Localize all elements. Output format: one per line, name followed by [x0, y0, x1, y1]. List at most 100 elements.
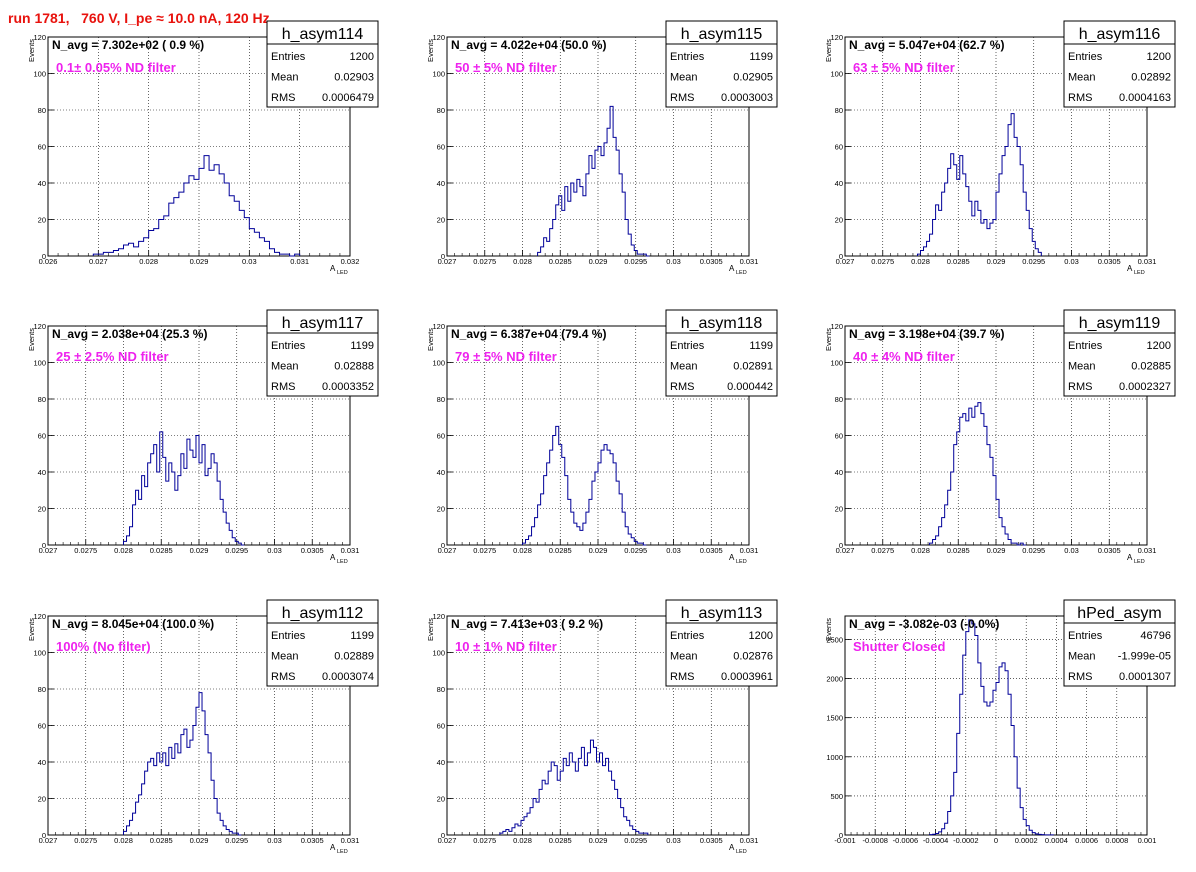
y-tick-label: 100 — [33, 649, 46, 658]
x-tick-label: 0.0305 — [1098, 546, 1121, 555]
histogram-panel-h_asym112: 0.027 0.0275 0.028 0.0285 0.029 0.0295 0.03 0.0… — [27, 599, 379, 855]
y-tick-label: 20 — [38, 216, 46, 225]
y-tick-label: 80 — [38, 685, 46, 694]
x-tick-label: 0.0285 — [150, 546, 173, 555]
y-tick-label: 40 — [437, 179, 445, 188]
x-tick-label: -0.001 — [834, 836, 855, 845]
stats-value: 0.0001307 — [1119, 671, 1171, 683]
y-tick-label: 60 — [835, 432, 843, 441]
y-tick-label: 40 — [38, 758, 46, 767]
x-tick-label: 0.0295 — [1022, 257, 1045, 266]
x-tick-label: 0.029 — [987, 257, 1006, 266]
x-tick-label: 0.0305 — [700, 836, 723, 845]
x-tick-label: 0.0285 — [947, 546, 970, 555]
x-tick-label: 0.03 — [666, 546, 681, 555]
x-tick-label: 0 — [994, 836, 998, 845]
x-tick-label: 0.027 — [836, 546, 855, 555]
y-tick-label: 80 — [437, 395, 445, 404]
y-tick-label: 0 — [42, 541, 46, 550]
stats-label: Mean — [1068, 72, 1096, 84]
stats-value: 0.0006479 — [322, 92, 374, 104]
x-tick-label: 0.027 — [836, 257, 855, 266]
x-tick-label: 0.0002 — [1015, 836, 1038, 845]
stats-label: Mean — [271, 651, 299, 663]
stats-title: h_asym118 — [681, 315, 763, 332]
y-axis-label: Events — [426, 618, 435, 641]
x-axis-label: A — [330, 264, 336, 273]
filter-annotation: 50 ± 5% ND filter — [455, 60, 557, 75]
x-tick-label: 0.029 — [190, 257, 209, 266]
x-tick-label: -0.0008 — [862, 836, 887, 845]
stats-value: 0.02885 — [1131, 361, 1171, 373]
stats-box — [266, 599, 379, 687]
stats-value: 1200 — [1147, 340, 1171, 352]
y-tick-label: 2500 — [826, 635, 843, 644]
stats-label: Mean — [670, 651, 698, 663]
page-title: run 1781, 760 V, I_pe ≈ 10.0 nA, 120 Hz — [8, 10, 270, 26]
x-axis-label-sub: LED — [337, 559, 348, 565]
x-tick-label: 0.029 — [589, 257, 608, 266]
x-tick-label: 0.028 — [911, 257, 930, 266]
x-axis-label-sub: LED — [1134, 270, 1145, 276]
stats-title: h_asym117 — [282, 315, 364, 332]
stats-value: -1.999e-05 — [1118, 651, 1171, 663]
x-axis-label-sub: LED — [736, 849, 747, 855]
navg-label: N_avg = -3.082e-03 (-0.0%) — [849, 617, 999, 631]
stats-label: RMS — [670, 671, 694, 683]
y-tick-label: 80 — [38, 395, 46, 404]
x-tick-label: 0.031 — [290, 257, 309, 266]
x-tick-label: 0.0275 — [74, 836, 97, 845]
y-tick-label: 500 — [830, 792, 843, 801]
stats-label: Entries — [1068, 630, 1103, 642]
stats-box — [1063, 309, 1176, 397]
x-tick-label: 0.0305 — [700, 546, 723, 555]
navg-label: N_avg = 7.302e+02 ( 0.9 %) — [52, 38, 204, 52]
y-tick-label: 20 — [38, 505, 46, 514]
x-tick-label: 0.03 — [267, 546, 282, 555]
x-tick-label: 0.0285 — [150, 836, 173, 845]
x-axis-label: A — [330, 843, 336, 852]
navg-label: N_avg = 3.198e+04 (39.7 %) — [849, 327, 1004, 341]
y-tick-label: 80 — [835, 395, 843, 404]
x-tick-label: 0.0275 — [473, 546, 496, 555]
histogram-panel-h_asym116: 0.027 0.0275 0.028 0.0285 0.029 0.0295 0.03 0.0… — [824, 20, 1176, 276]
x-tick-label: 0.0285 — [549, 257, 572, 266]
stats-label: RMS — [271, 381, 295, 393]
y-tick-label: 20 — [38, 795, 46, 804]
y-tick-label: 80 — [38, 106, 46, 115]
y-tick-label: 40 — [835, 468, 843, 477]
x-tick-label: 0.0008 — [1105, 836, 1128, 845]
x-tick-label: 0.031 — [1138, 257, 1157, 266]
filter-annotation: Shutter Closed — [853, 639, 946, 654]
navg-label: N_avg = 4.022e+04 (50.0 %) — [451, 38, 606, 52]
x-tick-label: 0.026 — [39, 257, 58, 266]
stats-value: 0.0003003 — [721, 92, 773, 104]
x-axis-label-sub: LED — [736, 559, 747, 565]
x-tick-label: 0.0305 — [301, 836, 324, 845]
stats-box — [665, 599, 778, 687]
stats-value: 0.02888 — [334, 361, 374, 373]
x-axis-label: A — [729, 553, 735, 562]
x-tick-label: 0.027 — [438, 546, 457, 555]
x-tick-label: 0.028 — [911, 546, 930, 555]
stats-value: 0.02903 — [334, 72, 374, 84]
y-tick-label: 60 — [38, 722, 46, 731]
stats-value: 0.0003961 — [721, 671, 773, 683]
y-tick-label: 20 — [437, 216, 445, 225]
navg-label: N_avg = 7.413e+03 ( 9.2 %) — [451, 617, 603, 631]
filter-annotation: 10 ± 1% ND filter — [455, 639, 557, 654]
x-tick-label: 0.0295 — [624, 546, 647, 555]
y-tick-label: 100 — [432, 649, 445, 658]
navg-label: N_avg = 6.387e+04 (79.4 %) — [451, 327, 606, 341]
y-tick-label: 0 — [839, 252, 843, 261]
x-tick-label: 0.03 — [1064, 257, 1079, 266]
stats-title: h_asym116 — [1079, 26, 1161, 43]
x-axis-label: A — [1127, 553, 1133, 562]
y-tick-label: 0 — [441, 831, 445, 840]
x-tick-label: 0.029 — [589, 836, 608, 845]
stats-value: 1200 — [350, 51, 374, 63]
x-tick-label: 0.0295 — [624, 836, 647, 845]
y-axis-label: Events — [27, 39, 36, 62]
filter-annotation: 79 ± 5% ND filter — [455, 349, 557, 364]
histogram-panel-h_asym119: 0.027 0.0275 0.028 0.0285 0.029 0.0295 0.03 0.0… — [824, 309, 1176, 565]
